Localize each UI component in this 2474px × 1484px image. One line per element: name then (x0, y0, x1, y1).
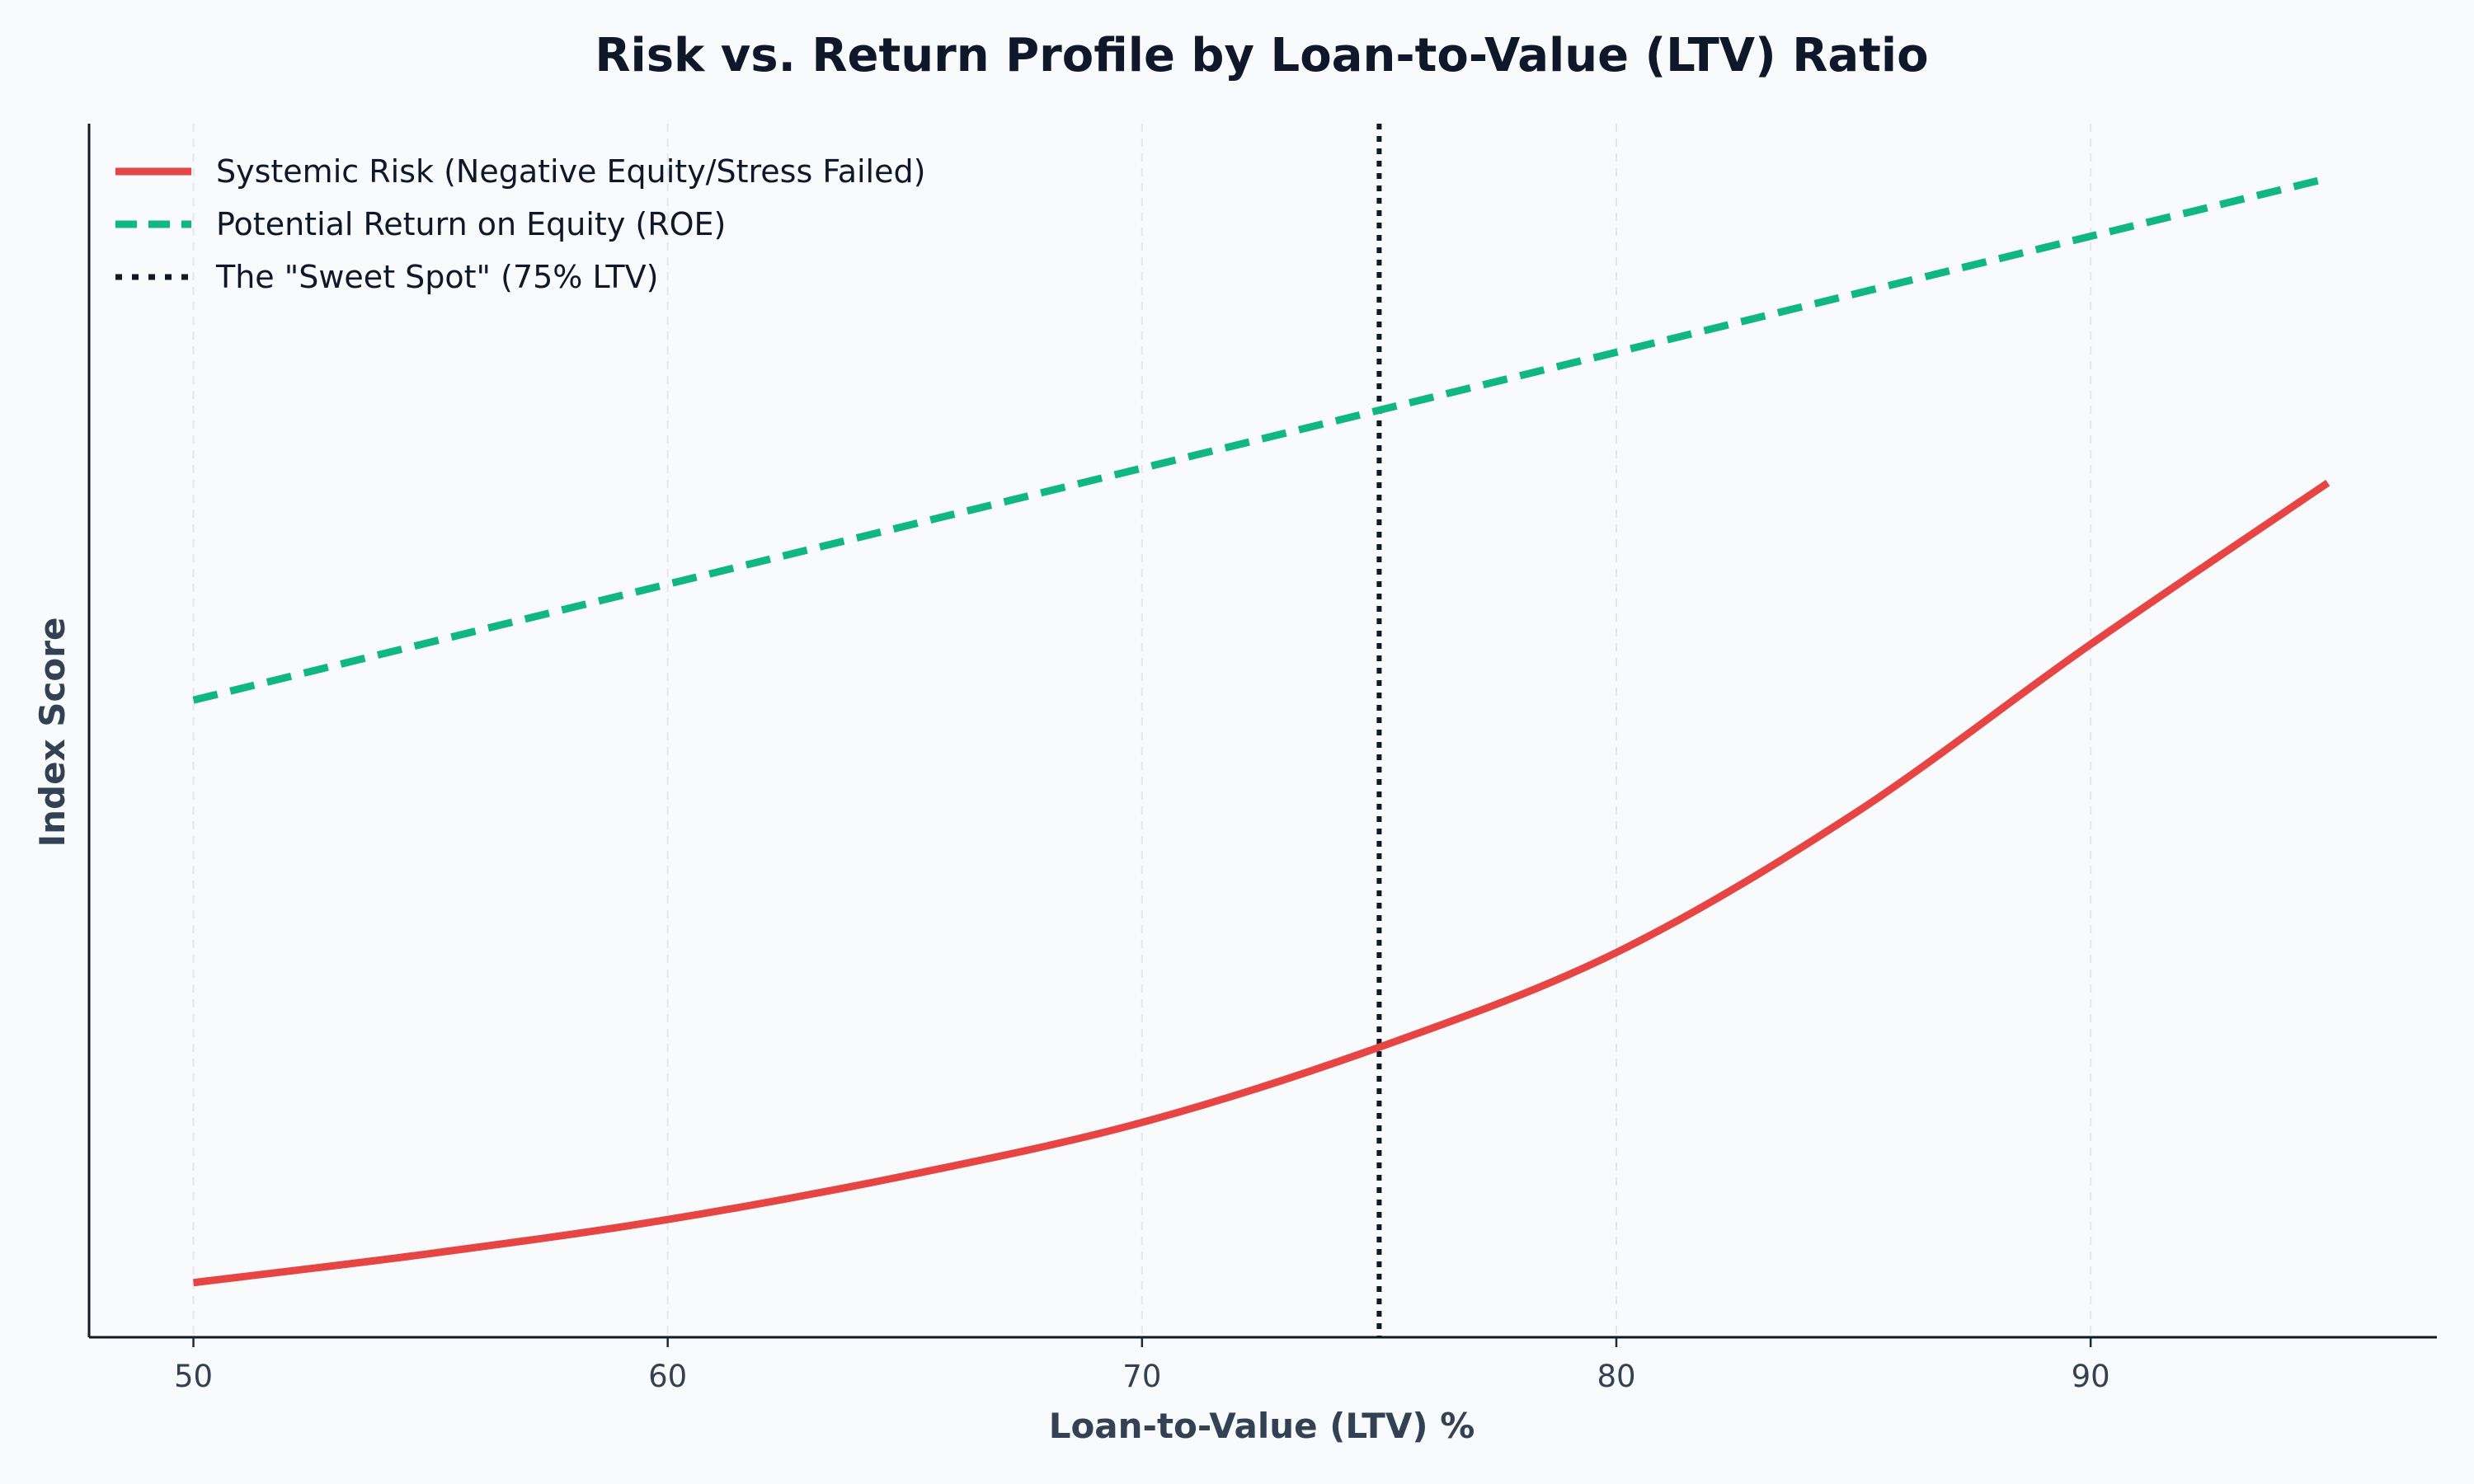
legend-item: The "Sweet Spot" (75% LTV) (115, 259, 658, 295)
legend-label: Systemic Risk (Negative Equity/Stress Fa… (216, 153, 925, 190)
grid-layer (192, 124, 2092, 1337)
roe-line (192, 174, 2329, 704)
x-tick-label: 60 (648, 1359, 687, 1394)
axes-layer (87, 124, 2437, 1339)
legend-label: Potential Return on Equity (ROE) (216, 206, 726, 242)
x-tick-label: 50 (174, 1359, 213, 1394)
systemic-risk-line (192, 479, 2331, 1287)
y-axis-label: Index Score (32, 618, 73, 848)
x-tick-label: 70 (1122, 1359, 1161, 1394)
legend: Systemic Risk (Negative Equity/Stress Fa… (115, 153, 925, 295)
x-tick-label: 80 (1597, 1359, 1635, 1394)
legend-item: Systemic Risk (Negative Equity/Stress Fa… (115, 153, 925, 190)
chart-title: Risk vs. Return Profile by Loan-to-Value… (595, 29, 1928, 82)
ticks-layer: 50 60 70 80 90 (174, 1337, 2110, 1394)
legend-item: Potential Return on Equity (ROE) (115, 206, 726, 242)
x-tick-label: 90 (2072, 1359, 2110, 1394)
legend-label: The "Sweet Spot" (75% LTV) (215, 259, 658, 295)
x-axis-label: Loan-to-Value (LTV) % (1049, 1406, 1475, 1446)
series-layer (192, 124, 2331, 1337)
